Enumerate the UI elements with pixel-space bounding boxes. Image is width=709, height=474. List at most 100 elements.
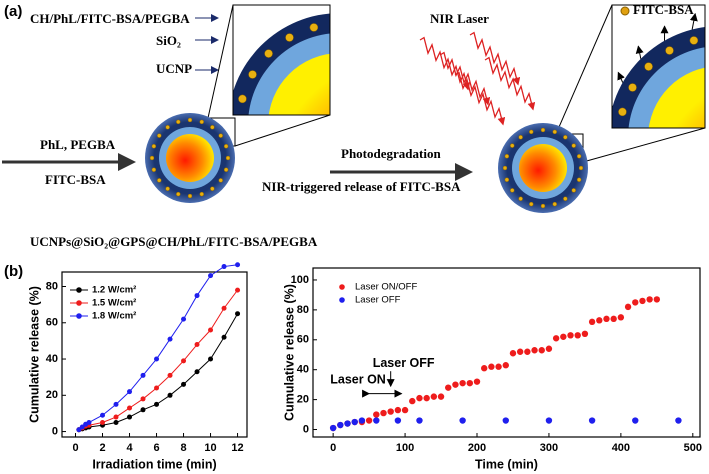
fitc-dot — [618, 107, 627, 117]
data-point — [588, 318, 596, 326]
data-point — [127, 405, 133, 411]
fitc-dot — [644, 62, 653, 71]
data-point — [181, 316, 187, 322]
layer-label: UCNP — [156, 61, 192, 76]
data-point — [524, 348, 531, 355]
data-point — [632, 299, 639, 306]
data-point — [167, 392, 173, 398]
legend-label: Laser ON/OFF — [355, 282, 417, 293]
data-point — [502, 417, 509, 424]
fitc-dot — [151, 144, 157, 149]
fitc-dot — [563, 135, 568, 140]
data-point — [373, 417, 380, 424]
legend-marker — [76, 287, 82, 293]
x-tick-label: 4 — [126, 442, 133, 454]
particle-core — [166, 134, 214, 182]
data-point — [365, 417, 373, 424]
inset — [612, 5, 705, 128]
data-point — [488, 363, 495, 370]
legend-dot — [620, 6, 630, 16]
y-tick-label: 80 — [297, 304, 309, 316]
data-point — [127, 414, 133, 420]
x-tick-label: 8 — [180, 442, 186, 454]
data-point — [167, 336, 173, 342]
data-point — [552, 335, 560, 342]
data-point — [596, 317, 603, 324]
laser — [419, 31, 536, 126]
release-arrow — [635, 45, 644, 59]
data-point — [502, 362, 509, 369]
laser-wave — [469, 31, 521, 86]
data-point — [401, 406, 409, 414]
fitc-dot — [187, 193, 193, 199]
data-point — [473, 378, 481, 385]
zoom-line — [582, 127, 706, 163]
data-point — [588, 417, 596, 424]
panel-label: (b) — [4, 263, 23, 280]
fitc-dot — [165, 125, 170, 130]
x-tick-label: 12 — [231, 442, 243, 454]
series-line — [78, 313, 238, 431]
inset-frame — [232, 4, 331, 116]
fitc-dot — [151, 167, 157, 172]
fitc-dot — [149, 155, 155, 161]
y-tick-label: 0 — [303, 423, 309, 435]
fitc-dot — [210, 186, 215, 191]
annotation: Laser OFF — [373, 356, 435, 370]
fitc-dot — [510, 188, 515, 193]
panel-label: (a) — [4, 3, 22, 20]
y-tick-label: 0 — [52, 425, 58, 437]
data-point — [140, 372, 146, 378]
inset-frame — [611, 4, 706, 129]
arrow-label: PhL, PEGBA — [40, 137, 116, 152]
data-point — [639, 297, 646, 305]
zoom-line — [207, 4, 234, 119]
data-point — [632, 417, 639, 424]
x-tick-label: 400 — [612, 442, 630, 454]
x-tick-label: 100 — [396, 442, 414, 454]
data-point — [86, 419, 92, 425]
data-point — [181, 358, 187, 364]
fitc-dot — [518, 196, 523, 201]
arrow-label: NIR-triggered release of FITC-BSA — [262, 179, 461, 194]
charts: 0 20 40 60 80 0 2 4 6 8 10 12 Irradiation time (min)… — [27, 262, 702, 471]
chart: 0 20 40 60 80 0 2 4 6 8 10 12 Irradiation time (min)… — [27, 262, 248, 471]
legend-label: 1.2 W/cm² — [92, 285, 136, 296]
data-point — [387, 408, 394, 415]
data-point — [531, 347, 538, 354]
data-point — [208, 273, 214, 279]
data-point — [538, 347, 545, 354]
data-point — [430, 393, 438, 400]
zoom-line — [234, 114, 331, 147]
data-point — [610, 315, 617, 323]
fitc-dot — [336, 20, 344, 28]
fitc-dot — [223, 167, 229, 172]
fitc-dot — [165, 186, 170, 191]
fitc-dot — [518, 135, 523, 140]
data-point — [79, 424, 85, 430]
x-axis-label: Time (min) — [475, 457, 538, 471]
legend-label: FITC-BSA — [633, 2, 694, 17]
fitc-dot — [309, 23, 319, 32]
fitc-dot — [225, 155, 231, 161]
fitc-dot — [199, 119, 204, 125]
data-point — [181, 381, 187, 387]
data-point — [235, 311, 241, 317]
data-point — [113, 401, 119, 407]
data-point — [194, 342, 200, 348]
laser-label: NIR Laser — [430, 11, 489, 26]
fitc-dot — [563, 196, 568, 201]
data-point — [459, 379, 466, 387]
data-point — [495, 363, 502, 370]
data-point — [154, 385, 160, 391]
plot-frame — [312, 267, 701, 438]
x-tick-label: 6 — [153, 442, 159, 454]
release-arrow — [689, 12, 698, 30]
data-point — [452, 381, 459, 388]
data-point — [545, 417, 553, 424]
y-tick-label: 80 — [46, 280, 58, 292]
data-point — [208, 327, 214, 333]
layer-label: CH/PhL/FITC-BSA/PEGBA — [30, 11, 190, 26]
data-point — [167, 372, 173, 378]
